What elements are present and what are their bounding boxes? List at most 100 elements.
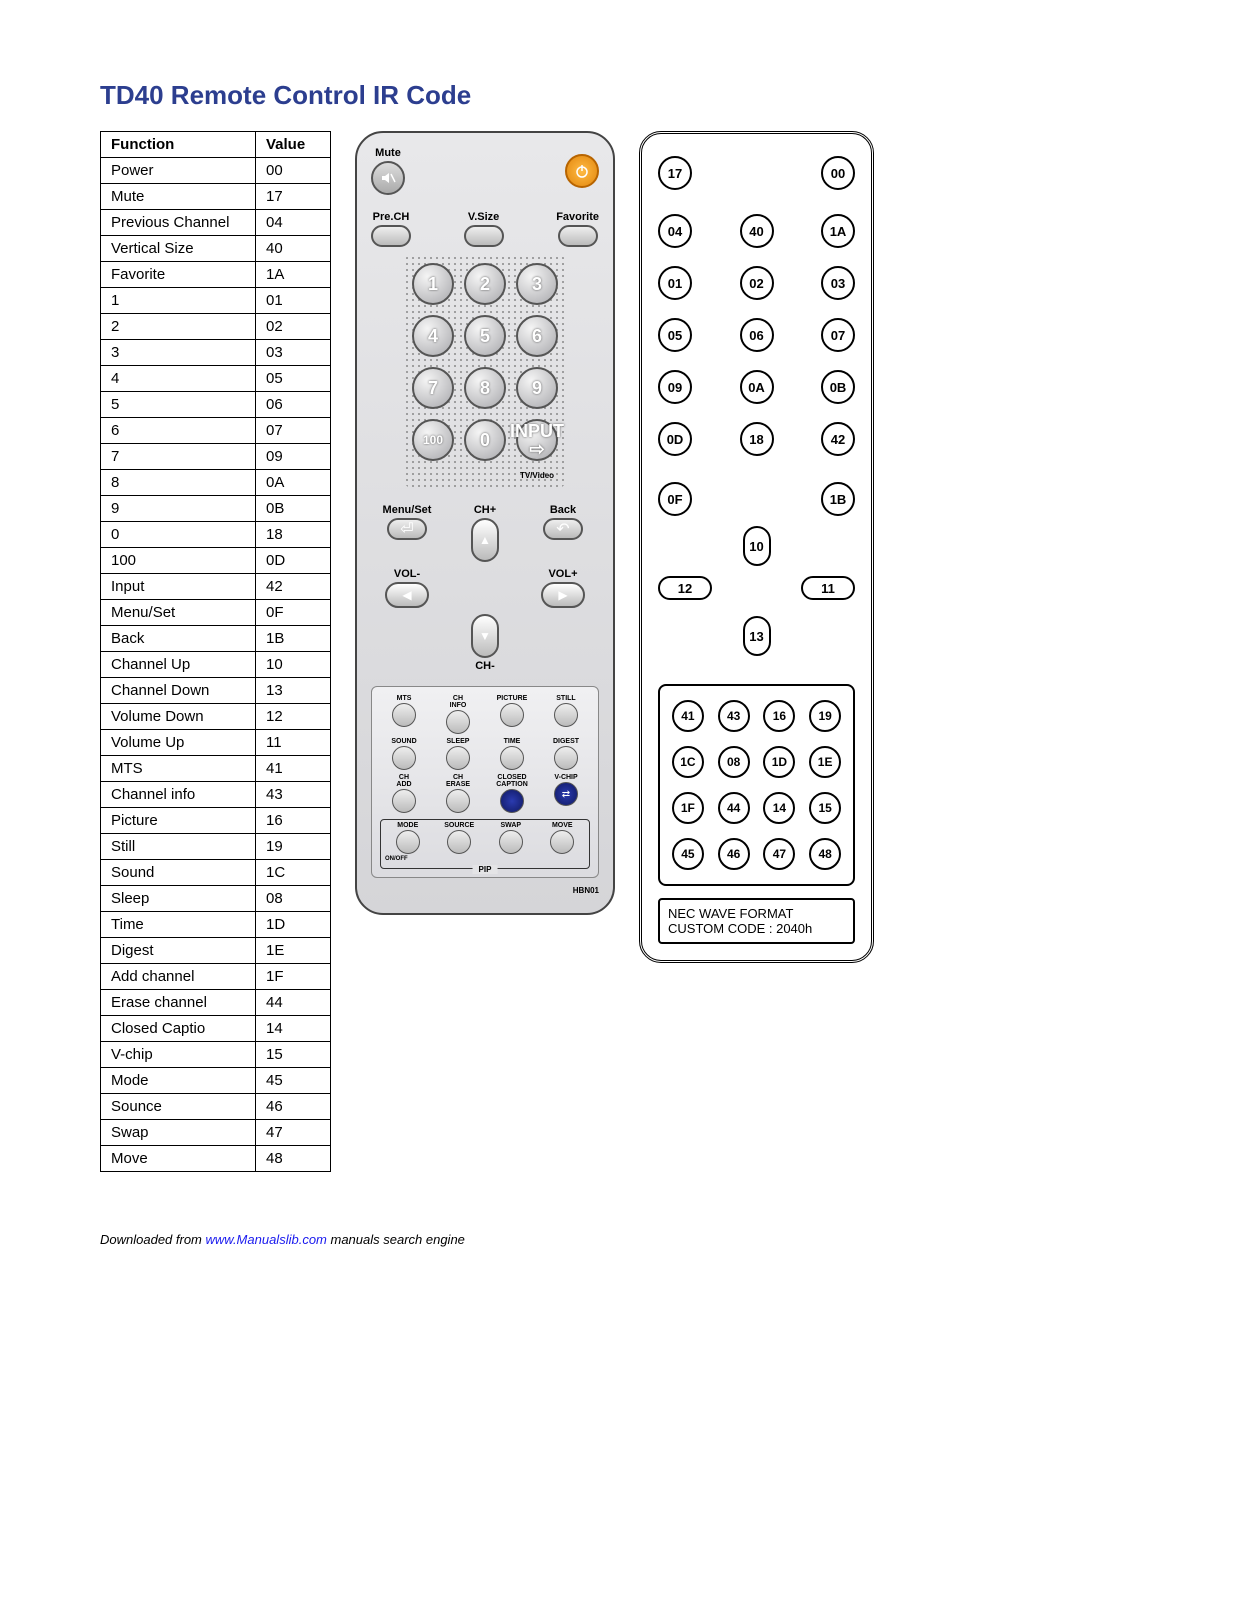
cell-value: 46 [256,1094,331,1120]
cell-value: 11 [256,730,331,756]
panel-picture: PICTURE [488,695,536,734]
mute-button [371,161,405,195]
cell-function: Mode [101,1068,256,1094]
keypad: 1234567891000INPUT⇨TV/Video [404,255,566,488]
vsize-label: V.Size [468,211,499,223]
favorite-label: Favorite [556,211,599,223]
code-41: 41 [672,700,704,732]
cell-value: 48 [256,1146,331,1172]
code-04: 04 [658,214,692,248]
code-10: 10 [743,526,771,566]
cell-function: 9 [101,496,256,522]
code-48: 48 [809,838,841,870]
code-0d: 0D [658,422,692,456]
pip-box: MODESOURCESWAPMOVE ON/OFF PIP [380,819,590,869]
code-07: 07 [821,318,855,352]
table-row: 90B [101,496,331,522]
cell-value: 12 [256,704,331,730]
digit-6: 6 [516,315,558,357]
code-16: 16 [763,700,795,732]
code-02: 02 [740,266,774,300]
table-row: 101 [101,288,331,314]
table-row: Volume Up11 [101,730,331,756]
power-button [565,154,599,188]
credit-pre: Downloaded from [100,1232,206,1247]
table-row: 202 [101,314,331,340]
vol-up-button: ▶ [541,582,585,608]
cell-value: 07 [256,418,331,444]
cell-value: 04 [256,210,331,236]
cell-function: 5 [101,392,256,418]
code-14: 14 [763,792,795,824]
table-row: Channel Up10 [101,652,331,678]
pip-source: SOURCE [437,822,483,854]
ch-up-button: ▲ [471,518,499,562]
table-row: Sound1C [101,860,331,886]
table-row: Sounce46 [101,1094,331,1120]
cell-value: 41 [256,756,331,782]
credit-link[interactable]: www.Manualslib.com [206,1232,327,1247]
pip-label: PIP [473,865,498,874]
cell-value: 15 [256,1042,331,1068]
code-13: 13 [743,616,771,656]
table-row: Channel info43 [101,782,331,808]
table-row: Power00 [101,158,331,184]
code-01: 01 [658,266,692,300]
cell-value: 0D [256,548,331,574]
schematic-diagram: 17 00 04 40 1A 010203050607090A0B0D1842 … [639,131,874,963]
cell-function: 100 [101,548,256,574]
panel-ch-erase: CH ERASE [434,774,482,813]
code-00: 00 [821,156,855,190]
code-12: 12 [658,576,712,600]
panel-v-chip: V-CHIP⇄ [542,774,590,813]
digit-3: 3 [516,263,558,305]
tvvideo-label: TV/Video [516,471,558,480]
cell-function: Volume Down [101,704,256,730]
digit-5: 5 [464,315,506,357]
table-row: 405 [101,366,331,392]
cell-function: 3 [101,340,256,366]
prech-button [371,225,411,247]
cell-value: 16 [256,808,331,834]
code-1a: 1A [821,214,855,248]
cell-value: 1E [256,938,331,964]
code-03: 03 [821,266,855,300]
cell-value: 14 [256,1016,331,1042]
code-46: 46 [718,838,750,870]
digit-9: 9 [516,367,558,409]
code-1b: 1B [821,482,855,516]
ch-down-button: ▼ [471,614,499,658]
cell-value: 19 [256,834,331,860]
cell-value: 42 [256,574,331,600]
table-row: 303 [101,340,331,366]
schematic-bottom: 414316191C081D1E1F44141545464748 [658,684,855,886]
table-row: 709 [101,444,331,470]
cell-function: Add channel [101,964,256,990]
table-row: Time1D [101,912,331,938]
code-15: 15 [809,792,841,824]
code-1d: 1D [763,746,795,778]
credit-post: manuals search engine [327,1232,465,1247]
table-row: Menu/Set0F [101,600,331,626]
volplus-label: VOL+ [548,568,577,580]
cell-value: 18 [256,522,331,548]
cell-value: 43 [256,782,331,808]
table-row: Add channel1F [101,964,331,990]
code-09: 09 [658,370,692,404]
volminus-label: VOL- [394,568,420,580]
cell-function: MTS [101,756,256,782]
code-08: 08 [718,746,750,778]
table-row: Erase channel44 [101,990,331,1016]
cell-function: Power [101,158,256,184]
footer-line2: CUSTOM CODE : 2040h [668,921,845,936]
pip-move: MOVE [540,822,586,854]
digit-2: 2 [464,263,506,305]
cell-function: Move [101,1146,256,1172]
code-18: 18 [740,422,774,456]
panel-sleep: SLEEP [434,738,482,770]
code-06: 06 [740,318,774,352]
cell-value: 00 [256,158,331,184]
table-row: Mute17 [101,184,331,210]
vsize-button [464,225,504,247]
table-row: 80A [101,470,331,496]
